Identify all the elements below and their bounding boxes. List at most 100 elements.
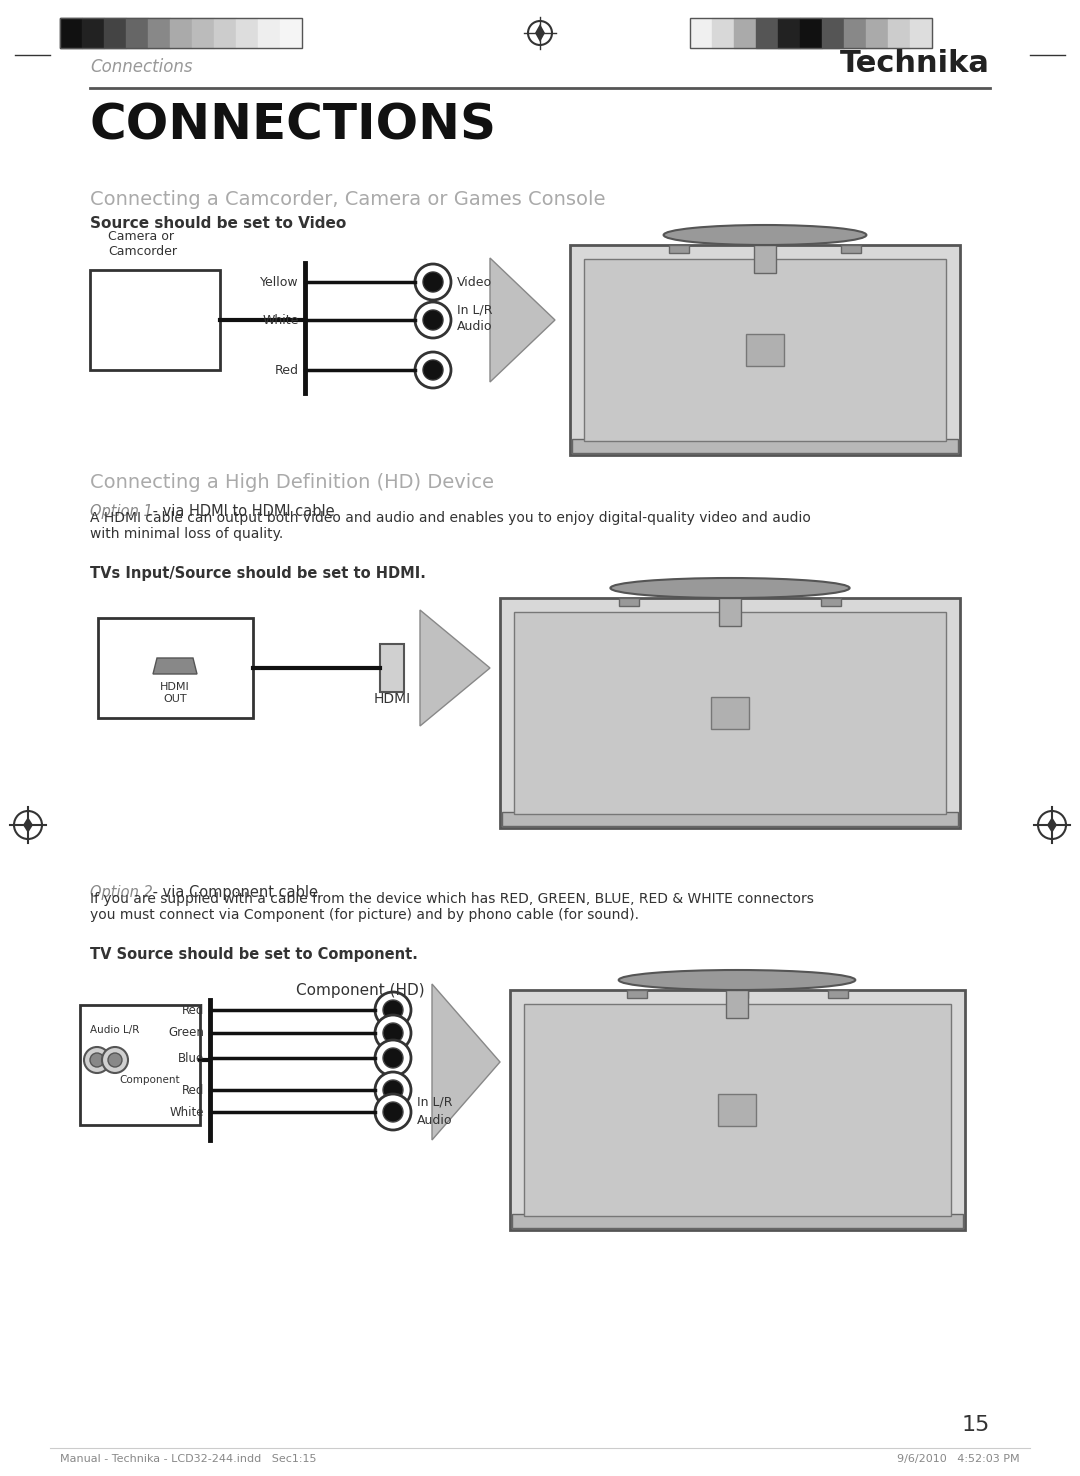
- Circle shape: [383, 1103, 403, 1122]
- Bar: [827, 990, 848, 998]
- Text: Blue: Blue: [178, 1051, 204, 1064]
- Bar: [746, 334, 784, 366]
- Circle shape: [383, 1048, 403, 1069]
- Circle shape: [375, 1072, 411, 1108]
- Bar: [572, 438, 958, 453]
- Ellipse shape: [610, 579, 850, 598]
- Text: Red: Red: [181, 1083, 204, 1097]
- Bar: [712, 18, 734, 49]
- Bar: [60, 18, 302, 49]
- Bar: [619, 598, 638, 607]
- Text: A HDMI cable can output both video and audio and enables you to enjoy digital-qu: A HDMI cable can output both video and a…: [90, 511, 811, 542]
- Bar: [524, 1004, 951, 1216]
- Bar: [754, 245, 777, 273]
- Text: Connecting a Camcorder, Camera or Games Console: Connecting a Camcorder, Camera or Games …: [90, 190, 606, 210]
- Circle shape: [84, 1046, 110, 1073]
- Circle shape: [375, 1094, 411, 1131]
- Circle shape: [375, 1041, 411, 1076]
- Bar: [718, 1094, 756, 1126]
- Text: Camera or
Camcorder: Camera or Camcorder: [108, 230, 177, 258]
- Bar: [90, 270, 220, 370]
- Bar: [126, 18, 148, 49]
- Bar: [670, 245, 689, 252]
- Text: Source should be set to Video: Source should be set to Video: [90, 215, 347, 232]
- Bar: [258, 18, 280, 49]
- Bar: [502, 812, 958, 827]
- Polygon shape: [490, 258, 555, 382]
- Text: Technika: Technika: [840, 49, 990, 78]
- Bar: [690, 18, 712, 49]
- Text: Connecting a High Definition (HD) Device: Connecting a High Definition (HD) Device: [90, 472, 494, 492]
- Bar: [843, 18, 866, 49]
- Bar: [726, 990, 748, 1018]
- Text: Audio L/R: Audio L/R: [90, 1024, 139, 1035]
- Bar: [170, 18, 192, 49]
- Text: Option 1: Option 1: [90, 503, 152, 520]
- Circle shape: [415, 264, 451, 300]
- Text: Connections: Connections: [90, 58, 192, 75]
- Text: TV Source should be set to Component.: TV Source should be set to Component.: [90, 948, 418, 962]
- Circle shape: [383, 1080, 403, 1100]
- Text: Manual - Technika - LCD32-244.indd   Sec1:15: Manual - Technika - LCD32-244.indd Sec1:…: [60, 1454, 316, 1464]
- Polygon shape: [1047, 818, 1057, 832]
- Bar: [756, 18, 778, 49]
- Text: Audio: Audio: [417, 1113, 453, 1126]
- Polygon shape: [432, 984, 500, 1139]
- Text: 15: 15: [961, 1415, 990, 1435]
- Circle shape: [423, 360, 443, 379]
- Bar: [512, 1213, 963, 1228]
- Bar: [60, 18, 82, 49]
- Text: 9/6/2010   4:52:03 PM: 9/6/2010 4:52:03 PM: [897, 1454, 1020, 1464]
- Circle shape: [423, 272, 443, 292]
- Bar: [866, 18, 888, 49]
- Bar: [380, 644, 404, 692]
- Bar: [104, 18, 126, 49]
- Bar: [510, 990, 966, 1230]
- Bar: [237, 18, 258, 49]
- Bar: [821, 598, 841, 607]
- Bar: [514, 613, 946, 813]
- Circle shape: [423, 310, 443, 331]
- Circle shape: [415, 303, 451, 338]
- Bar: [192, 18, 214, 49]
- Text: - via Component cable: - via Component cable: [148, 886, 318, 900]
- Bar: [719, 598, 741, 626]
- Text: If you are supplied with a cable from the device which has RED, GREEN, BLUE, RED: If you are supplied with a cable from th…: [90, 892, 814, 922]
- Bar: [800, 18, 822, 49]
- Bar: [280, 18, 302, 49]
- Circle shape: [375, 992, 411, 1027]
- Bar: [734, 18, 756, 49]
- Bar: [584, 258, 946, 441]
- Circle shape: [108, 1052, 122, 1067]
- Text: Yellow: Yellow: [260, 276, 299, 288]
- Bar: [98, 618, 253, 717]
- Bar: [214, 18, 237, 49]
- Bar: [728, 990, 747, 998]
- Polygon shape: [153, 658, 197, 675]
- Bar: [720, 598, 740, 607]
- Text: TVs Input/Source should be set to HDMI.: TVs Input/Source should be set to HDMI.: [90, 565, 426, 582]
- Circle shape: [383, 1023, 403, 1044]
- Ellipse shape: [663, 224, 866, 245]
- Bar: [570, 245, 960, 455]
- Polygon shape: [420, 610, 490, 726]
- Text: HDMI: HDMI: [374, 692, 410, 706]
- Text: Red: Red: [181, 1004, 204, 1017]
- Text: In L/R: In L/R: [457, 304, 492, 316]
- Text: CONNECTIONS: CONNECTIONS: [90, 102, 497, 151]
- Bar: [888, 18, 910, 49]
- Circle shape: [90, 1052, 104, 1067]
- Bar: [910, 18, 932, 49]
- Text: - via HDMI to HDMI cable: - via HDMI to HDMI cable: [148, 503, 335, 520]
- Text: Green: Green: [168, 1026, 204, 1039]
- Text: Component: Component: [120, 1075, 180, 1085]
- Circle shape: [375, 1015, 411, 1051]
- Bar: [148, 18, 170, 49]
- Text: White: White: [262, 313, 299, 326]
- Text: White: White: [170, 1106, 204, 1119]
- Bar: [627, 990, 647, 998]
- Text: In L/R: In L/R: [417, 1095, 453, 1108]
- Polygon shape: [23, 818, 33, 832]
- Text: Option 2: Option 2: [90, 886, 152, 900]
- Bar: [841, 245, 861, 252]
